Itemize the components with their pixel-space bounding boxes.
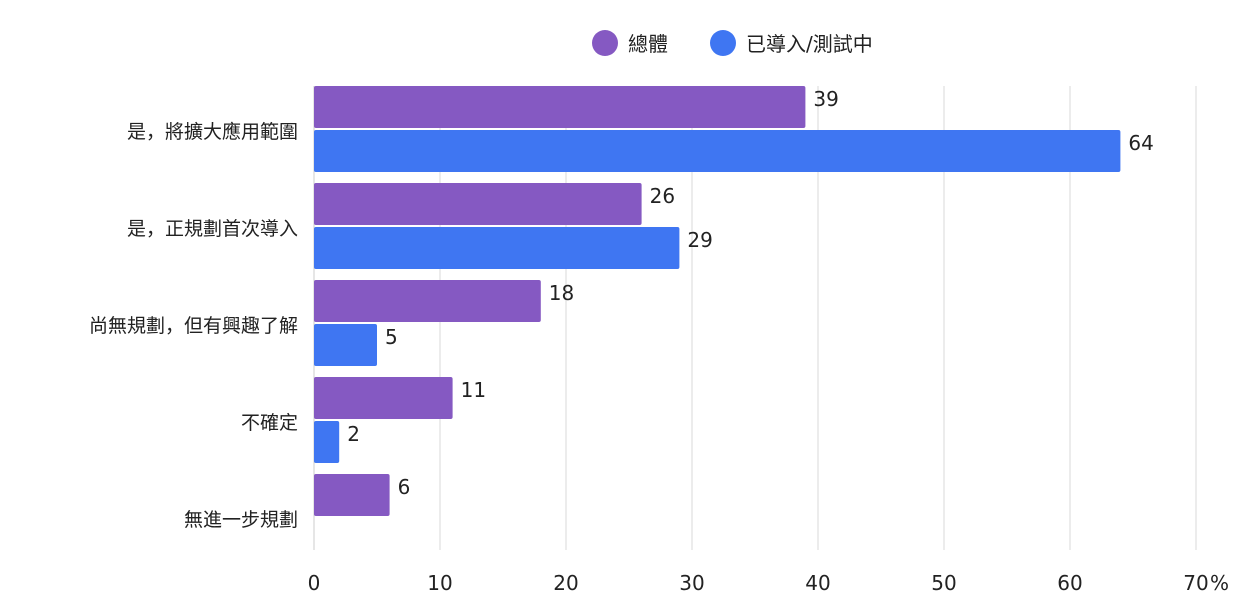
legend: 總體 已導入/測試中 [592,28,915,57]
x-tick-label: 70 [1183,571,1208,595]
data-label: 26 [650,184,675,208]
x-tick-label: 0 [308,571,321,595]
x-tick-label: 30 [679,571,704,595]
data-label: 18 [549,281,574,305]
x-tick-label: 60 [1057,571,1082,595]
category-label: 尚無規劃，但有興趣了解 [89,315,298,337]
bar [314,227,680,269]
data-label: 39 [813,87,838,111]
bar [314,377,453,419]
category-label: 是，將擴大應用範圍 [127,120,298,143]
x-tick-label: 10 [427,571,452,595]
x-tick-label: 40 [805,571,830,595]
data-label: 6 [398,475,411,499]
bar [314,130,1121,172]
bar [314,280,541,322]
category-label: 是，正規劃首次導入 [127,218,298,240]
bar [314,324,377,366]
data-label: 64 [1128,131,1153,155]
data-label: 5 [385,325,398,349]
legend-swatch-adopted [710,29,736,56]
bar [314,421,340,463]
category-label: 無進一步規劃 [184,509,298,531]
data-label: 11 [461,378,486,402]
legend-swatch-overall [592,29,618,56]
bar [314,183,642,225]
legend-label-adopted: 已導入/測試中 [746,32,873,56]
category-label: 不確定 [241,412,298,434]
data-label: 29 [687,228,712,252]
data-label: 2 [347,422,360,446]
x-tick-label: 20 [553,571,578,595]
bar [314,474,390,516]
x-tick-label: 50 [931,571,956,595]
x-unit-label: % [1210,571,1229,595]
legend-label-overall: 總體 [628,32,668,56]
legend-item-overall: 總體 [592,28,668,57]
legend-item-adopted: 已導入/測試中 [710,28,873,57]
bar [314,86,806,128]
